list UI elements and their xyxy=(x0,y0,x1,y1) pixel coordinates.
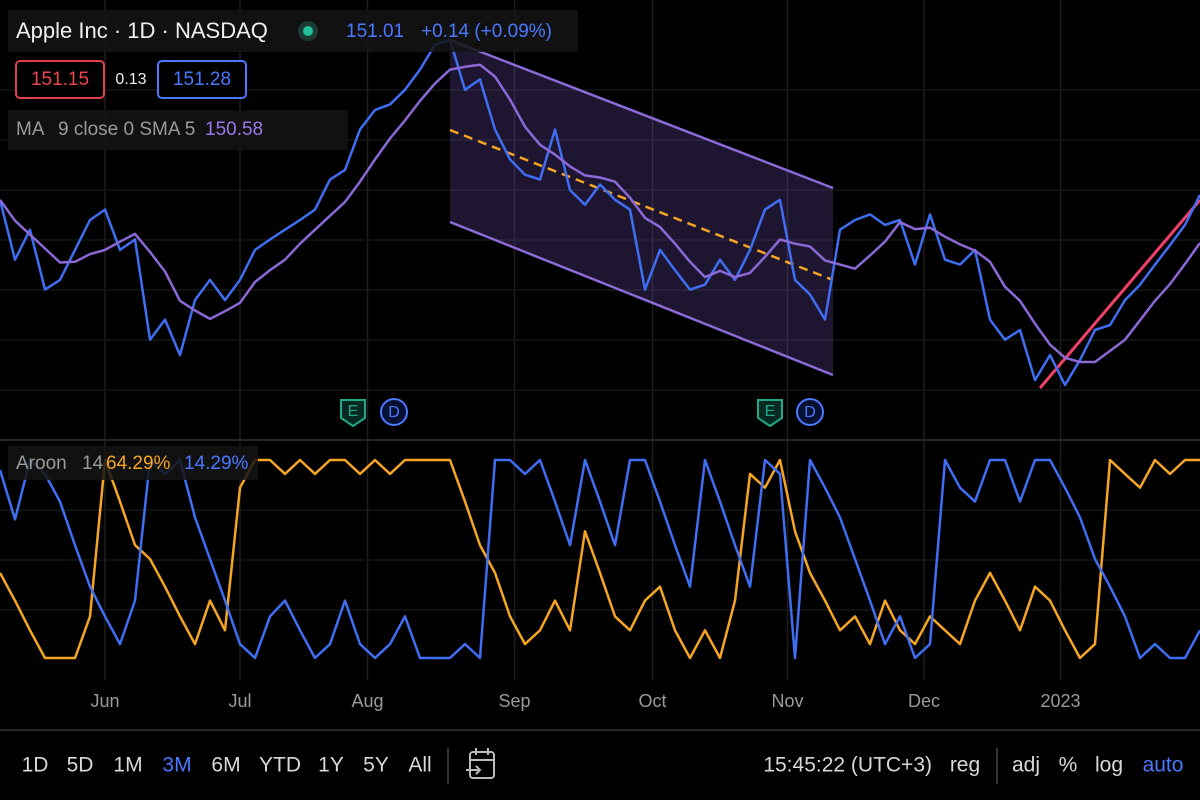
earnings-label[interactable]: E xyxy=(765,403,776,420)
range-button[interactable]: 1D xyxy=(22,754,49,777)
scale-mode[interactable]: log xyxy=(1095,754,1123,777)
range-button[interactable]: 1Y xyxy=(318,754,344,777)
earnings-label[interactable]: E xyxy=(348,403,359,420)
x-tick-label: Dec xyxy=(908,691,940,711)
trend-line xyxy=(1038,199,1200,389)
clock: 15:45:22 (UTC+3) xyxy=(763,754,932,777)
spread: 0.13 xyxy=(115,71,146,88)
ma-value: 150.58 xyxy=(205,119,263,140)
x-tick-label: Nov xyxy=(771,691,803,711)
x-axis: Jun Jul Aug Sep Oct Nov Dec 2023 xyxy=(90,691,1080,711)
scale-mode[interactable]: auto xyxy=(1143,754,1184,777)
channel-bottom xyxy=(449,220,834,377)
series-line xyxy=(0,458,1200,660)
aroon-legend-bg xyxy=(8,446,258,480)
earnings-badge[interactable] xyxy=(340,399,366,428)
last-price: 151.01 xyxy=(346,21,404,42)
earnings-badge[interactable] xyxy=(757,399,783,428)
x-tick-label: Jun xyxy=(90,691,119,711)
dividend-label[interactable]: D xyxy=(804,404,816,421)
x-tick-label: Oct xyxy=(638,691,666,711)
date-range-button[interactable] xyxy=(466,748,495,779)
x-tick-label: 2023 xyxy=(1040,691,1080,711)
aroon-params: 14 xyxy=(82,453,104,474)
dividend-badge[interactable] xyxy=(796,398,824,426)
symbol: Apple Inc · 1D · NASDAQ xyxy=(16,18,268,43)
range-button[interactable]: 1M xyxy=(113,754,142,777)
scale-mode[interactable]: adj xyxy=(1012,754,1040,777)
series-line xyxy=(0,63,1200,364)
header-bg xyxy=(8,10,578,52)
ma-params: 9 close 0 SMA 5 xyxy=(58,119,195,140)
range-button[interactable]: 6M xyxy=(211,754,240,777)
toolbar: 1D 5D 1M 3M 6M YTD 1Y 5Y All adj% log auto xyxy=(22,754,1184,777)
aroon-up: 64.29% xyxy=(106,453,171,474)
x-tick-label: Aug xyxy=(351,691,383,711)
ma-name: MA xyxy=(16,119,45,140)
status-dot xyxy=(303,26,313,36)
price-pane xyxy=(0,38,1200,387)
ask[interactable]: 151.28 xyxy=(173,69,231,90)
ask-box[interactable] xyxy=(157,60,247,99)
price-change: +0.14 (+0.09%) xyxy=(421,21,552,42)
aroon-pane xyxy=(0,458,1200,660)
x-tick-label: Jul xyxy=(228,691,251,711)
ma-legend-bg xyxy=(8,110,348,150)
bid[interactable]: 151.15 xyxy=(31,69,89,90)
grid xyxy=(0,0,1200,680)
range-button[interactable]: YTD xyxy=(259,754,301,777)
range-button[interactable]: 5Y xyxy=(363,754,389,777)
aroon-down: 14.29% xyxy=(184,453,249,474)
channel-midline xyxy=(449,128,834,282)
series-line xyxy=(0,38,1200,387)
range-button[interactable]: 3M xyxy=(162,754,191,777)
series-line xyxy=(0,458,1200,660)
channel-fill xyxy=(450,40,833,375)
x-tick-label: Sep xyxy=(498,691,530,711)
dividend-badge[interactable] xyxy=(380,398,408,426)
range-button[interactable]: 5D xyxy=(67,754,94,777)
aroon-name: Aroon xyxy=(16,453,67,474)
dividend-label[interactable]: D xyxy=(388,404,400,421)
channel-top xyxy=(449,38,834,190)
bid-box[interactable] xyxy=(15,60,105,99)
scale-mode[interactable]: % xyxy=(1059,754,1078,777)
range-button[interactable]: All xyxy=(408,754,431,777)
session[interactable]: reg xyxy=(950,754,980,777)
